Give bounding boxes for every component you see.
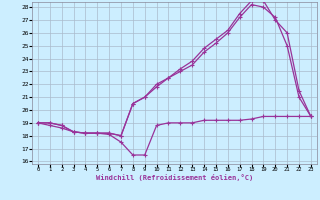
X-axis label: Windchill (Refroidissement éolien,°C): Windchill (Refroidissement éolien,°C) [96,174,253,181]
